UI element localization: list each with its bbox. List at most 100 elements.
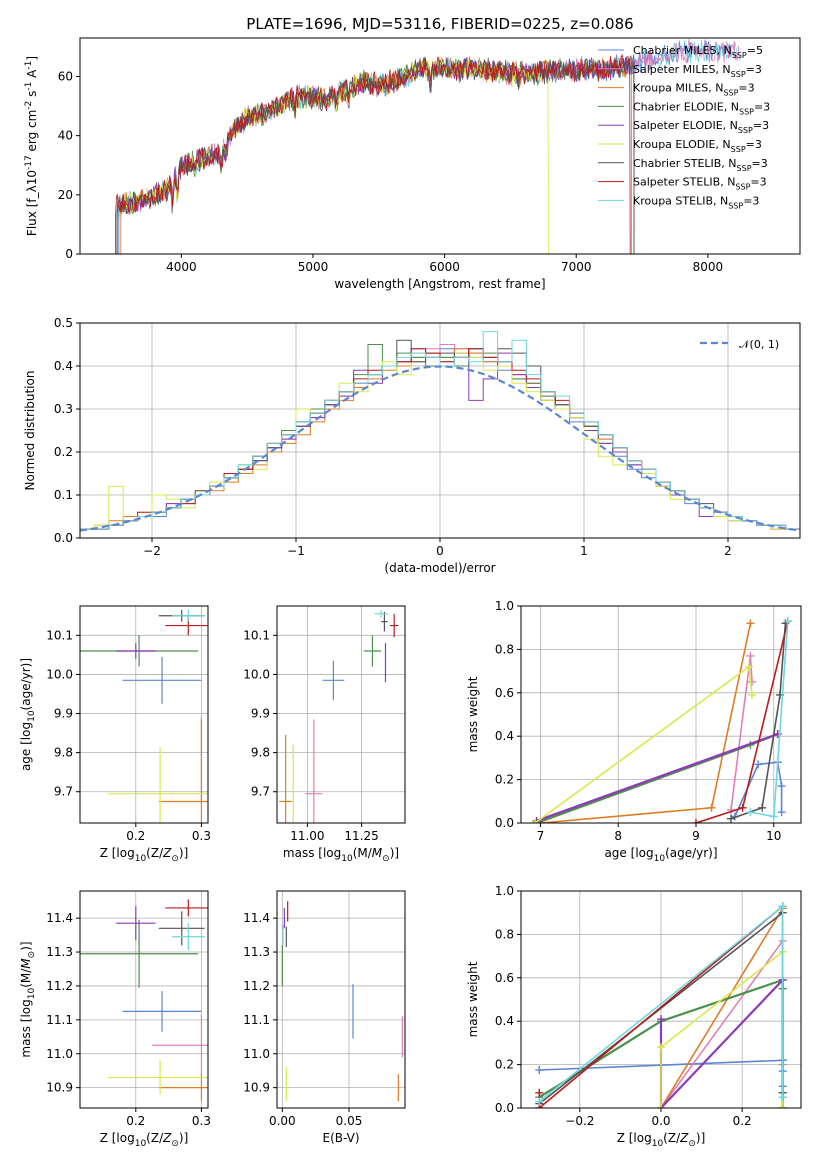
y-tick-label: 9.7 bbox=[54, 785, 73, 799]
legend-entry: Salpeter ELODIE, NSSP=3 bbox=[633, 119, 769, 135]
panel-spectrum: 4000 5000 6000 7000 8000 0 20 40 60 wavelength [A… bbox=[24, 37, 801, 291]
y-axis-label: mass weight bbox=[466, 676, 480, 752]
x-tick-label: 0.2 bbox=[126, 1114, 145, 1128]
x-tick-label: 1 bbox=[580, 544, 588, 558]
plot-area bbox=[80, 606, 208, 823]
point-7 bbox=[389, 613, 399, 638]
y-tick-label: 11.4 bbox=[46, 911, 73, 925]
weight-line bbox=[536, 732, 779, 822]
weight-marker bbox=[657, 1015, 665, 1024]
point-2 bbox=[158, 1074, 208, 1102]
weight-marker bbox=[748, 690, 756, 699]
point-6 bbox=[381, 611, 388, 632]
y-tick-label: 11.4 bbox=[243, 911, 270, 925]
data-layer bbox=[80, 609, 208, 823]
weight-series-8 bbox=[746, 617, 792, 821]
plot-area bbox=[277, 891, 405, 1108]
panel-massweight_vs_Z: −0.2 0.0 0.2 0.0 0.2 0.4 0.6 0.8 1.0 Z [log10(Z/Z… bbox=[466, 884, 802, 1149]
y-tick-label: 0.4 bbox=[495, 1014, 514, 1028]
point-3 bbox=[80, 919, 199, 988]
weight-marker bbox=[535, 1088, 544, 1097]
weight-marker bbox=[531, 819, 539, 823]
point-0 bbox=[322, 660, 345, 700]
point-8 bbox=[171, 923, 205, 951]
y-tick-label: 11.2 bbox=[46, 979, 73, 993]
point-1 bbox=[305, 719, 323, 823]
x-tick-label: 0.3 bbox=[192, 829, 211, 843]
x-tick-label: 7 bbox=[537, 829, 545, 843]
legend-entry: Chabrier ELODIE, NSSP=3 bbox=[633, 100, 770, 116]
data-layer bbox=[531, 617, 792, 823]
panel-mass_vs_ebv: 0.00 0.05 10.9 11.0 11.1 11.2 11.3 11.4 E(B-V) bbox=[243, 890, 406, 1145]
y-tick-label: 0.0 bbox=[54, 531, 73, 545]
y-tick-label: 11.0 bbox=[243, 1047, 270, 1061]
y-tick-label: 1.0 bbox=[495, 884, 514, 898]
x-tick-label: 9 bbox=[692, 829, 700, 843]
point-4 bbox=[116, 643, 156, 659]
panel-massweight_vs_age: 7 8 9 10 0.0 0.2 0.4 0.6 0.8 1.0 age [log10(age/yr… bbox=[466, 599, 802, 864]
y-tick-label: 0.6 bbox=[495, 686, 514, 700]
y-tick-label: 0.4 bbox=[495, 729, 514, 743]
x-tick-label: 6000 bbox=[429, 260, 460, 274]
data-layer bbox=[115, 38, 741, 254]
y-tick-label: 11.3 bbox=[46, 945, 73, 959]
weight-marker bbox=[727, 814, 735, 823]
panel-age_vs_Z: 0.2 0.3 9.7 9.8 9.9 10.0 10.1 Z [log10(Z/Z⊙)] ag… bbox=[19, 605, 211, 864]
weight-marker bbox=[744, 662, 753, 671]
y-tick-label: 11.1 bbox=[243, 1013, 270, 1027]
weight-marker bbox=[707, 803, 716, 812]
weight-marker bbox=[746, 651, 755, 660]
point-0 bbox=[122, 656, 202, 704]
point-3 bbox=[363, 635, 382, 667]
point-4 bbox=[116, 906, 156, 941]
y-tick-label: 0.2 bbox=[495, 773, 514, 787]
plot-area bbox=[521, 606, 801, 823]
plot-area bbox=[277, 606, 405, 823]
x-axis-label: mass [log10(M/M⊙)] bbox=[283, 846, 399, 864]
y-tick-label: 0.6 bbox=[495, 971, 514, 985]
axes-frame bbox=[520, 890, 802, 1109]
weight-marker bbox=[777, 808, 786, 817]
axes-frame bbox=[79, 605, 209, 824]
legend-entry: Chabrier STELIB, NSSP=3 bbox=[633, 157, 768, 173]
x-tick-label: −2 bbox=[143, 544, 161, 558]
weight-marker bbox=[778, 1104, 787, 1108]
weight-marker bbox=[657, 1043, 665, 1052]
y-tick-label: 0 bbox=[65, 247, 73, 261]
y-tick-label: 0.0 bbox=[495, 816, 514, 830]
y-tick-label: 10.0 bbox=[46, 667, 73, 681]
weight-marker bbox=[535, 1097, 544, 1106]
point-0 bbox=[122, 991, 202, 1032]
x-axis-label: (data-model)/error bbox=[384, 561, 495, 575]
y-tick-label: 10.1 bbox=[243, 628, 270, 642]
y-tick-label: 11.3 bbox=[243, 945, 270, 959]
y-axis-label: mass weight bbox=[466, 961, 480, 1037]
point-6 bbox=[158, 911, 205, 946]
panel-age_vs_mass: 11.00 11.25 9.7 9.8 9.9 10.0 10.1 mass [log10(M… bbox=[243, 605, 406, 864]
point-8 bbox=[171, 609, 205, 622]
weight-marker bbox=[754, 760, 763, 769]
weight-marker bbox=[748, 677, 756, 686]
legend-entry: Salpeter STELIB, NSSP=3 bbox=[633, 176, 767, 192]
x-axis-label: Z [log10(Z/Z⊙)] bbox=[100, 846, 189, 864]
x-tick-label: 0.2 bbox=[126, 829, 145, 843]
point-8 bbox=[374, 609, 388, 618]
weight-marker bbox=[783, 617, 792, 626]
y-tick-label: 20 bbox=[58, 188, 73, 202]
data-layer bbox=[535, 902, 787, 1108]
legend-entry: 𝒩(0, 1) bbox=[739, 338, 779, 351]
weight-marker bbox=[778, 902, 787, 911]
legend-entry: Kroupa MILES, NSSP=3 bbox=[633, 82, 755, 98]
weight-marker bbox=[692, 819, 700, 823]
point-1 bbox=[152, 1014, 208, 1076]
weight-series-5 bbox=[531, 662, 756, 823]
x-tick-label: 5000 bbox=[298, 260, 329, 274]
gaussian-curve bbox=[80, 365, 800, 532]
y-tick-label: 9.9 bbox=[54, 707, 73, 721]
y-tick-label: 0.3 bbox=[54, 402, 73, 416]
data-layer bbox=[80, 331, 800, 538]
x-tick-label: 11.00 bbox=[290, 829, 324, 843]
x-tick-label: 10 bbox=[766, 829, 781, 843]
x-axis-label: age [log10(age/yr)] bbox=[604, 846, 717, 864]
axes-frame bbox=[79, 890, 209, 1109]
